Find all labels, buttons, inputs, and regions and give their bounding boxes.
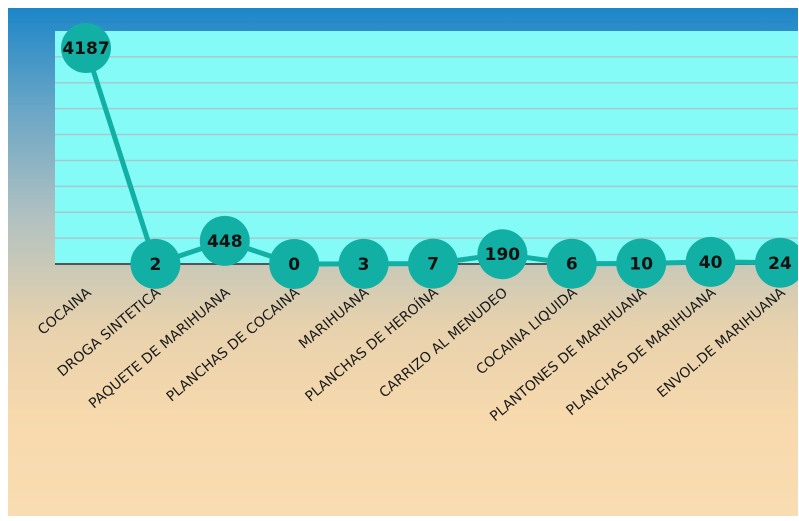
data-point: 40	[685, 236, 736, 287]
x-tick-label: PLANCHAS DE MARIHUANA	[563, 285, 719, 420]
data-point: 24	[755, 237, 798, 288]
data-point: 448	[199, 215, 250, 266]
data-label: 7	[427, 255, 439, 275]
data-label: 24	[768, 254, 792, 274]
x-tick-label: ENVOL.DE MARIHUANA	[654, 285, 789, 402]
data-point: 10	[616, 238, 667, 289]
data-label: 190	[485, 245, 521, 265]
data-label: 6	[566, 255, 578, 275]
data-point-marker	[199, 215, 250, 266]
data-label: 0	[288, 255, 300, 275]
x-tick-label: PLANCHAS DE HEROÍNA	[302, 284, 442, 405]
data-point: 4187	[61, 23, 111, 73]
chart-frame: 4187 2 448 0 3 7 190 6 10 40 24 COCAINA DROGA SINTE…	[8, 8, 798, 516]
data-point: 7	[408, 238, 458, 289]
data-point: 0	[269, 239, 320, 289]
data-point-marker	[269, 239, 320, 289]
data-point-marker	[338, 238, 389, 289]
data-point: 2	[130, 238, 181, 289]
x-tick-label: COCAINA	[35, 285, 95, 339]
plot-area	[55, 31, 798, 264]
data-point-marker	[685, 236, 736, 287]
data-point-marker	[616, 238, 667, 289]
data-label: 448	[207, 232, 243, 252]
data-point-marker	[130, 238, 181, 289]
data-point-marker	[755, 237, 798, 288]
gridlines	[55, 56, 798, 239]
data-point: 3	[338, 238, 389, 289]
data-label: 10	[629, 254, 653, 274]
x-tick-label: MARIHUANA	[296, 285, 372, 353]
x-tick-label: CARRIZO AL MENUDEO	[376, 285, 510, 401]
data-label: 4187	[62, 39, 109, 59]
x-tick-label: PLANCHAS DE COCAINA	[164, 285, 303, 406]
data-label: 3	[358, 255, 370, 275]
markers: 4187 2 448 0 3 7 190 6 10 40 24	[61, 23, 798, 289]
data-point-marker	[477, 229, 528, 280]
data-point-marker	[61, 23, 111, 73]
x-tick-label: PAQUETE DE MARIHUANA	[86, 285, 234, 412]
data-point: 190	[477, 229, 528, 280]
data-point: 6	[546, 238, 597, 289]
data-label: 2	[149, 255, 161, 275]
data-label: 40	[699, 253, 723, 273]
data-point-marker	[408, 238, 458, 289]
data-point-marker	[546, 238, 597, 289]
